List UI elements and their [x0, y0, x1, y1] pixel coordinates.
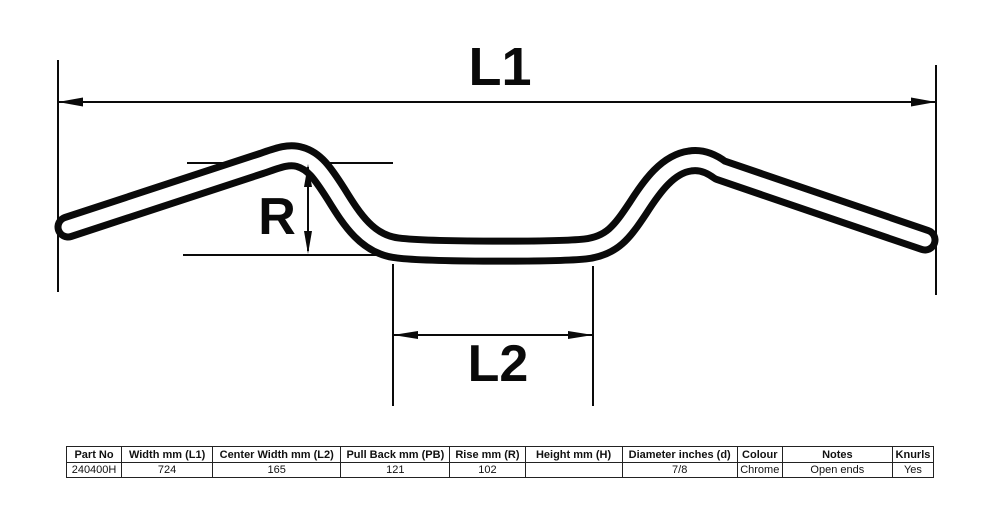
value-colour: Chrome	[736, 462, 783, 478]
header-diameter: Diameter inches (d)	[621, 446, 738, 463]
header-height: Height mm (H)	[524, 446, 623, 463]
value-rise: 102	[449, 462, 526, 478]
header-notes: Notes	[781, 446, 893, 463]
spec-table: Part No Width mm (L1) Center Width mm (L…	[65, 446, 935, 478]
value-center-width: 165	[212, 462, 342, 478]
l2-dimension: L2	[392, 264, 594, 406]
l1-arrow-right-icon	[911, 97, 936, 107]
r-dimension: R	[258, 164, 312, 254]
header-pull-back: Pull Back mm (PB)	[340, 446, 451, 463]
value-pull-back: 121	[340, 462, 451, 478]
header-width: Width mm (L1)	[121, 446, 214, 463]
handlebar-tube	[54, 142, 939, 265]
l2-arrow-right-icon	[568, 331, 593, 339]
r-arrow-down-icon	[304, 231, 312, 254]
l1-dimension: L1	[57, 37, 937, 295]
header-center-width: Center Width mm (L2)	[212, 446, 342, 463]
value-notes: Open ends	[781, 462, 893, 478]
tube-fill-path	[61, 149, 932, 258]
value-diameter: 7/8	[621, 462, 738, 478]
l2-label: L2	[468, 335, 529, 393]
tube-outline-path	[54, 142, 939, 265]
value-knurls: Yes	[891, 462, 935, 478]
l1-arrow-left-icon	[58, 97, 83, 107]
header-colour: Colour	[736, 446, 783, 463]
spec-header-row: Part No Width mm (L1) Center Width mm (L…	[65, 446, 935, 463]
l1-label: L1	[468, 37, 531, 97]
r-label: R	[258, 188, 296, 246]
header-part-no: Part No	[65, 446, 123, 463]
r-arrow-up-icon	[304, 164, 312, 187]
header-rise: Rise mm (R)	[449, 446, 526, 463]
l2-arrow-left-icon	[393, 331, 418, 339]
header-knurls: Knurls	[891, 446, 935, 463]
value-width: 724	[121, 462, 214, 478]
spec-data-row: 240400H 724 165 121 102 7/8 Chrome Open …	[65, 462, 935, 478]
value-part-no: 240400H	[65, 462, 123, 478]
value-height	[524, 462, 623, 478]
